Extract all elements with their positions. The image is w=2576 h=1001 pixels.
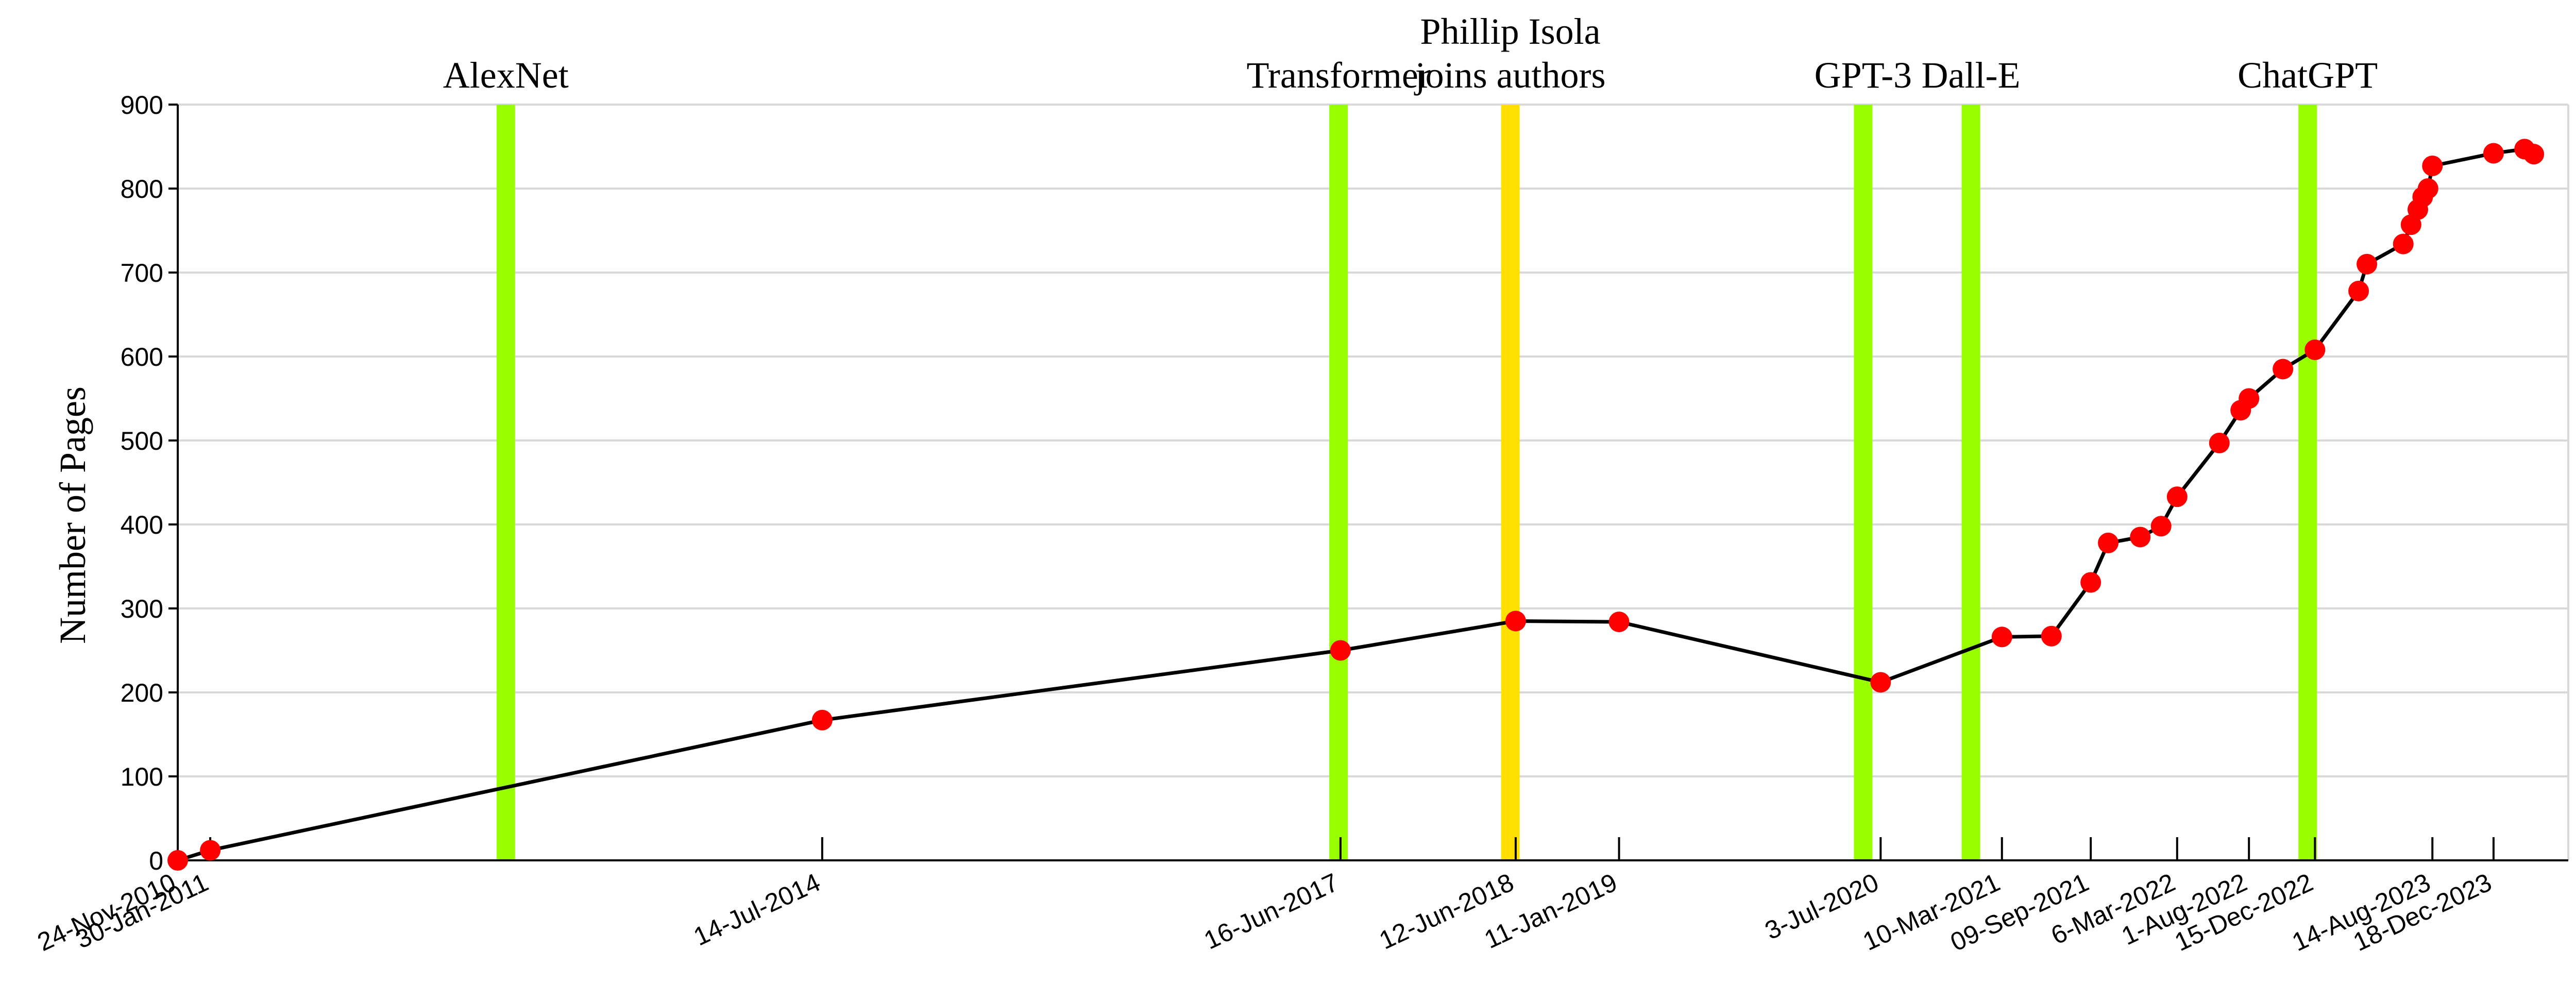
event-label: Dall-E bbox=[1922, 55, 2021, 96]
data-point bbox=[1505, 610, 1526, 632]
data-point bbox=[200, 840, 221, 861]
y-axis-title: Number of Pages bbox=[52, 386, 93, 644]
event-label: GPT-3 bbox=[1815, 55, 1912, 96]
y-axis-ticks: 0 100 200 300 400 500 600 700 800 900 bbox=[121, 91, 178, 875]
y-tick-label: 0 bbox=[149, 846, 163, 875]
data-point bbox=[2357, 253, 2378, 275]
event-band bbox=[496, 105, 515, 860]
y-tick-label: 100 bbox=[121, 762, 163, 791]
event-label: Transformer bbox=[1246, 55, 1430, 96]
data-point bbox=[2166, 486, 2188, 507]
event-band bbox=[1961, 105, 1980, 860]
event-band bbox=[1329, 105, 1348, 860]
data-point bbox=[2348, 280, 2369, 301]
data-point bbox=[2523, 144, 2545, 165]
x-tick-label: 16-Jun-2017 bbox=[1199, 868, 1343, 955]
event-band bbox=[1854, 105, 1873, 860]
event-label: Phillip Isola bbox=[1420, 11, 1601, 52]
y-tick-label: 900 bbox=[121, 91, 163, 120]
data-point bbox=[2417, 178, 2438, 199]
event-band bbox=[1501, 105, 1520, 860]
data-point bbox=[2209, 432, 2230, 453]
y-gridlines bbox=[178, 104, 2569, 860]
data-point bbox=[2098, 532, 2119, 553]
data-point bbox=[2150, 516, 2172, 537]
data-point bbox=[2273, 359, 2294, 380]
data-point bbox=[167, 850, 188, 871]
y-tick-label: 300 bbox=[121, 595, 163, 623]
event-label: ChatGPT bbox=[2238, 55, 2378, 96]
data-point bbox=[1870, 672, 1891, 693]
data-point bbox=[2422, 155, 2443, 176]
data-point bbox=[2041, 625, 2062, 647]
series-pages bbox=[167, 139, 2545, 871]
data-point bbox=[2304, 339, 2326, 360]
data-point bbox=[2393, 233, 2414, 255]
axes bbox=[177, 105, 2568, 861]
data-point bbox=[2130, 527, 2151, 548]
data-point bbox=[1330, 640, 1351, 661]
event-label: AlexNet bbox=[443, 55, 569, 96]
data-point bbox=[2239, 388, 2260, 409]
event-label: joins authors bbox=[1414, 55, 1606, 96]
y-tick-label: 700 bbox=[121, 259, 163, 287]
y-tick-label: 400 bbox=[121, 511, 163, 539]
data-point bbox=[1991, 626, 2012, 648]
y-tick-label: 200 bbox=[121, 678, 163, 707]
data-point bbox=[2080, 572, 2102, 593]
event-band bbox=[2298, 105, 2317, 860]
data-point bbox=[2483, 143, 2504, 164]
y-tick-label: 500 bbox=[121, 427, 163, 455]
x-tick-label: 14-Jul-2014 bbox=[689, 868, 825, 951]
y-tick-label: 800 bbox=[121, 175, 163, 203]
y-tick-label: 600 bbox=[121, 343, 163, 371]
data-point bbox=[1608, 612, 1630, 633]
data-point bbox=[811, 709, 833, 731]
